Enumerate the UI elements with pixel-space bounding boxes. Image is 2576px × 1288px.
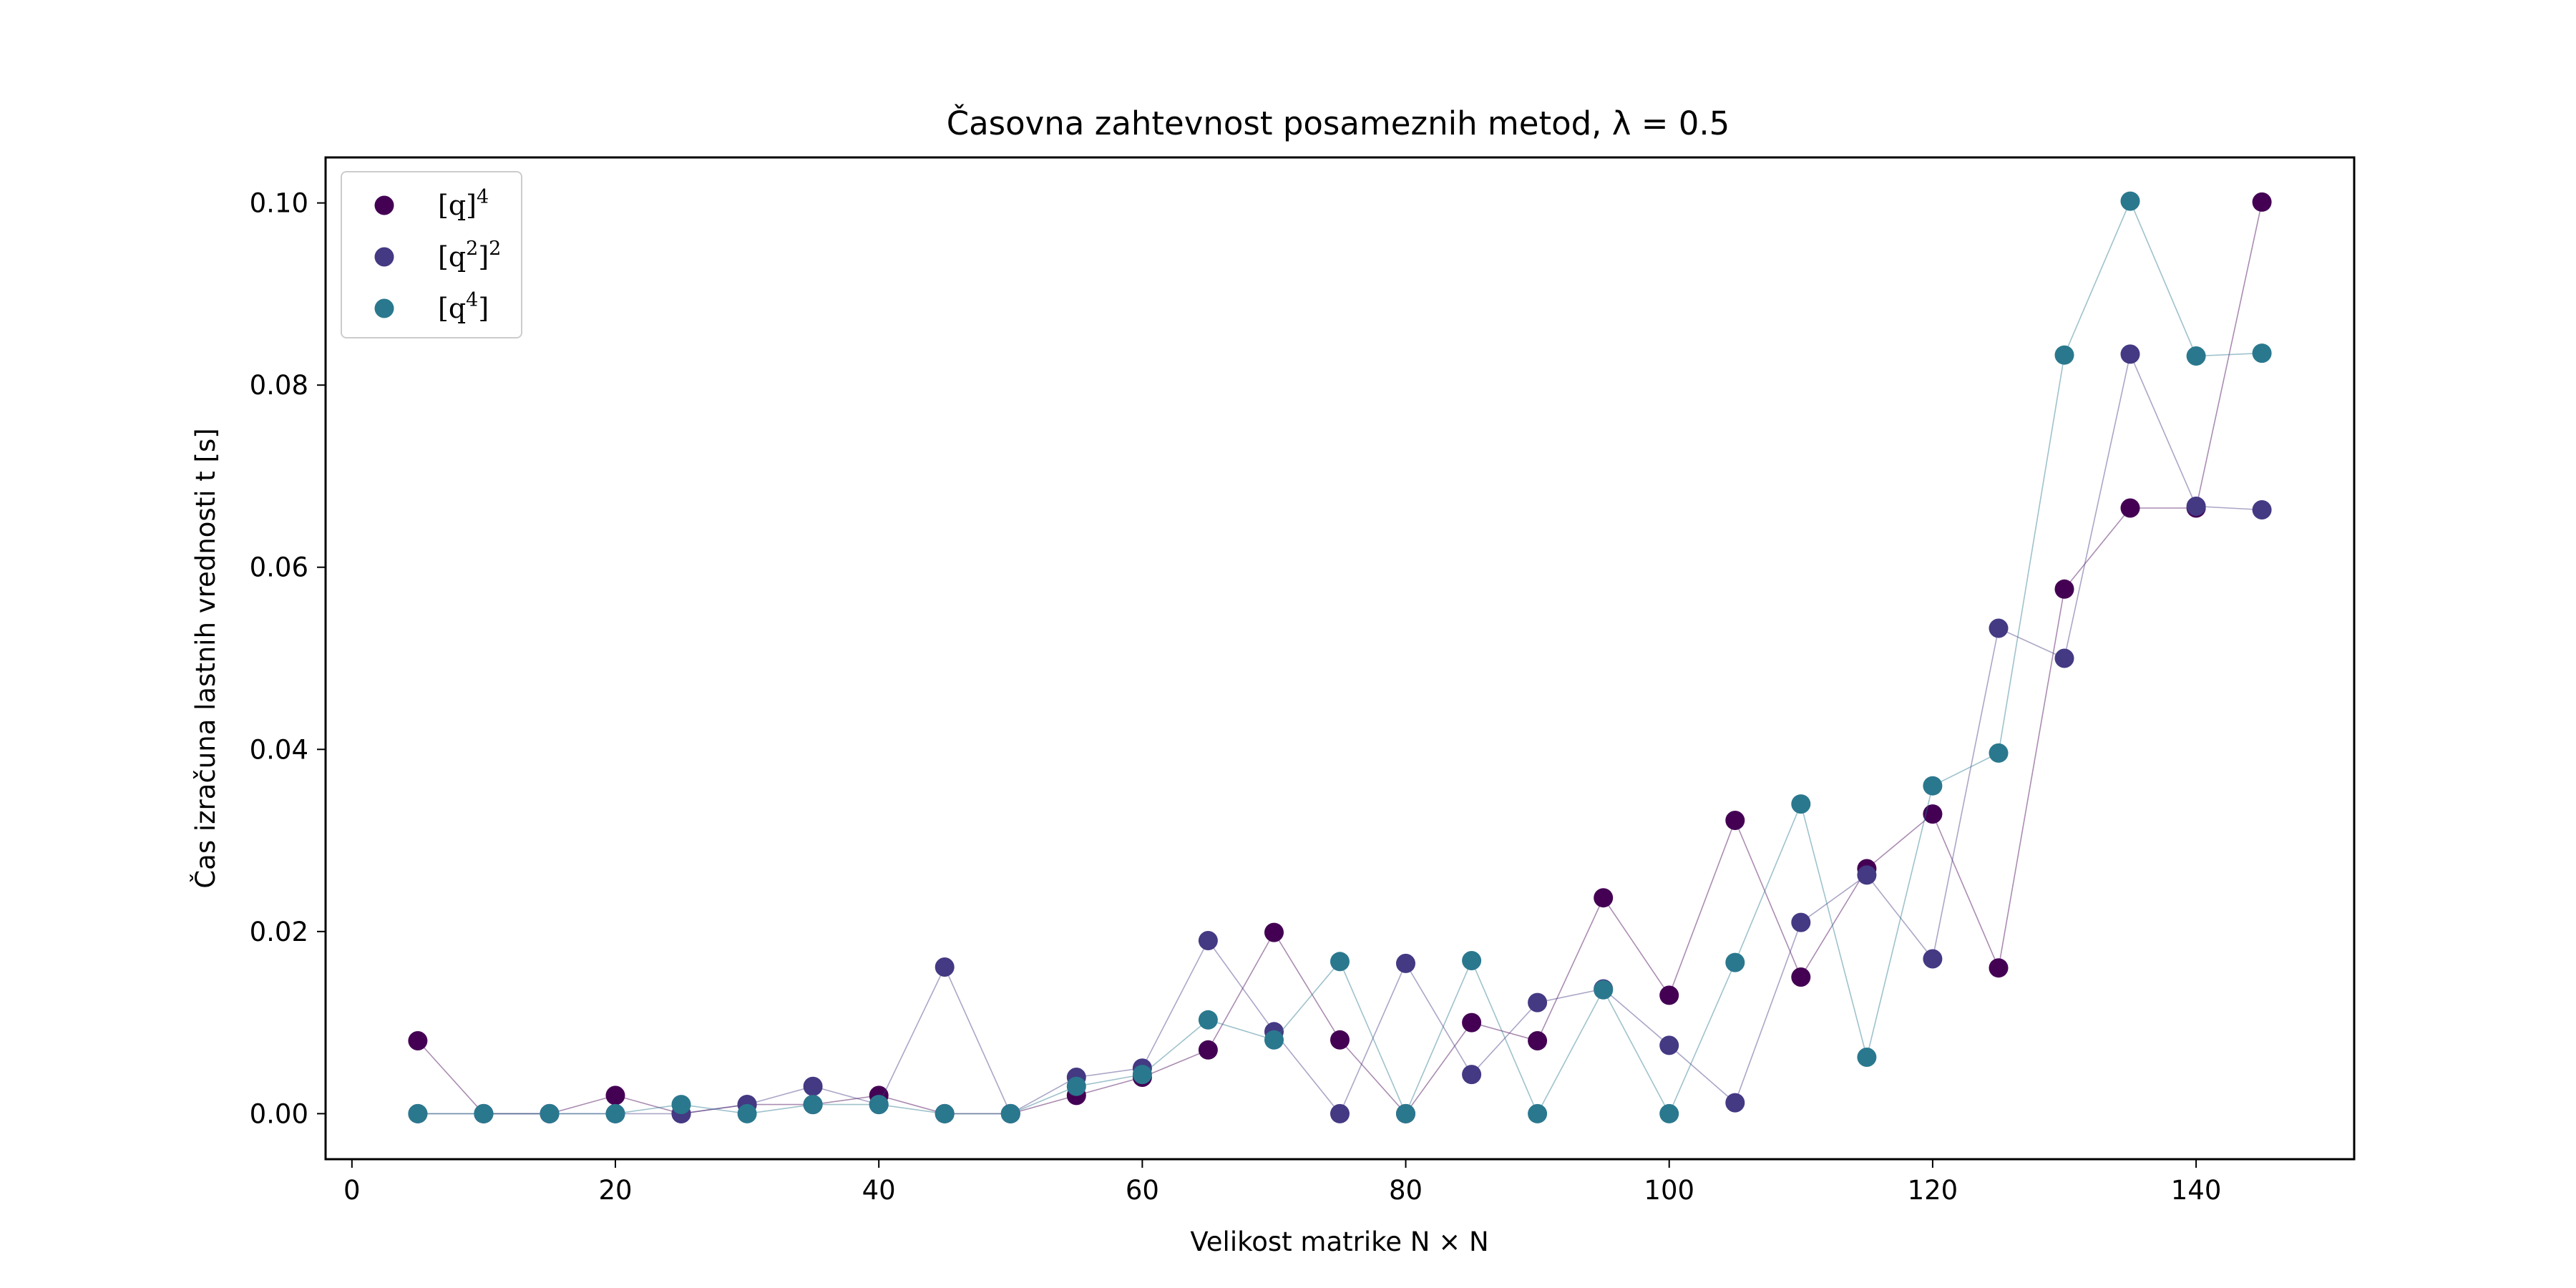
data-point	[1791, 967, 1811, 987]
data-point	[2252, 192, 2272, 212]
legend-label: [q4]	[438, 289, 489, 324]
legend-marker	[374, 247, 394, 267]
data-point	[1462, 951, 1482, 970]
data-point	[1198, 1040, 1218, 1060]
data-point	[1330, 1030, 1350, 1050]
data-point	[1594, 980, 1614, 1000]
legend: [q]4 [q2]2 [q4]	[341, 171, 522, 338]
data-point	[1528, 1103, 1548, 1123]
data-point	[803, 1095, 823, 1115]
x-axis-label: Velikost matrike N × N	[1190, 1226, 1488, 1257]
y-tick-label: 0.00	[250, 1098, 308, 1129]
legend-label: [q]4	[438, 186, 489, 221]
data-point	[1594, 888, 1614, 908]
legend-marker	[374, 298, 394, 318]
data-point	[1659, 1103, 1679, 1123]
data-point	[2252, 343, 2272, 364]
x-tick-label: 100	[1644, 1175, 1694, 1206]
data-point	[1659, 1035, 1679, 1055]
x-tick-label: 140	[2171, 1175, 2222, 1206]
data-point	[1989, 743, 2009, 763]
data-point	[2120, 191, 2140, 211]
x-tick-label: 120	[1908, 1175, 1958, 1206]
data-point	[1264, 1030, 1284, 1050]
data-point	[474, 1103, 494, 1123]
data-point	[803, 1076, 823, 1096]
data-point	[1132, 1065, 1152, 1085]
data-point	[737, 1103, 757, 1123]
y-tick-label: 0.02	[250, 917, 308, 947]
y-tick-label: 0.10	[250, 188, 308, 219]
data-point	[1066, 1076, 1086, 1096]
x-axis: 0 20 40 60 80 100 120 140	[343, 1159, 2221, 1206]
data-point	[1264, 922, 1284, 942]
data-point	[1923, 949, 1943, 969]
data-point	[935, 1103, 955, 1123]
x-tick-label: 80	[1389, 1175, 1423, 1206]
data-point	[1462, 1013, 1482, 1033]
data-point	[1528, 1031, 1548, 1050]
data-point	[1000, 1103, 1020, 1123]
data-point	[2186, 497, 2206, 516]
series-3	[408, 191, 2272, 1123]
x-tick-label: 20	[598, 1175, 632, 1206]
data-point	[1725, 952, 1745, 972]
chart-title: Časovna zahtevnost posameznih metod, λ =…	[947, 104, 1730, 142]
data-point	[1396, 1103, 1415, 1123]
data-point	[1725, 1093, 1745, 1113]
data-point	[1528, 992, 1548, 1013]
x-tick-label: 0	[343, 1175, 361, 1206]
x-tick-label: 40	[862, 1175, 896, 1206]
data-point	[605, 1085, 625, 1106]
data-point	[2186, 346, 2206, 366]
data-point	[540, 1103, 560, 1123]
legend-marker	[374, 195, 394, 215]
data-point	[2120, 498, 2140, 518]
data-point	[1725, 811, 1745, 830]
data-point	[1923, 804, 1943, 824]
series-layer	[408, 191, 2272, 1123]
data-point	[869, 1095, 889, 1115]
data-point	[1857, 1048, 1877, 1067]
data-point	[2054, 345, 2074, 365]
data-point	[1791, 794, 1811, 814]
y-tick-label: 0.04	[250, 734, 308, 765]
data-point	[671, 1095, 691, 1115]
data-point	[1198, 1010, 1218, 1030]
data-point	[1462, 1065, 1482, 1085]
x-tick-label: 60	[1126, 1175, 1159, 1206]
data-point	[935, 957, 955, 977]
data-point	[1396, 953, 1415, 973]
y-tick-label: 0.06	[250, 552, 308, 583]
data-point	[1857, 865, 1877, 885]
y-axis: 0.00 0.02 0.04 0.06 0.08 0.10	[250, 188, 326, 1129]
data-point	[408, 1103, 428, 1123]
data-point	[1989, 618, 2009, 638]
data-point	[2252, 500, 2272, 519]
data-point	[2054, 648, 2074, 668]
data-point	[1659, 985, 1679, 1005]
data-point	[1989, 958, 2009, 978]
data-point	[1923, 776, 1943, 796]
data-point	[408, 1031, 428, 1050]
data-point	[605, 1103, 625, 1123]
data-point	[2054, 579, 2074, 599]
y-axis-label: Čas izračuna lastnih vrednosti t [s]	[190, 428, 221, 888]
data-point	[1198, 931, 1218, 950]
data-point	[1330, 952, 1350, 972]
data-point	[2120, 344, 2140, 364]
data-point	[1330, 1103, 1350, 1123]
data-point	[1791, 912, 1811, 932]
plot-frame	[324, 156, 2356, 1161]
y-tick-label: 0.08	[250, 370, 308, 401]
legend-label: [q2]2	[438, 238, 501, 273]
